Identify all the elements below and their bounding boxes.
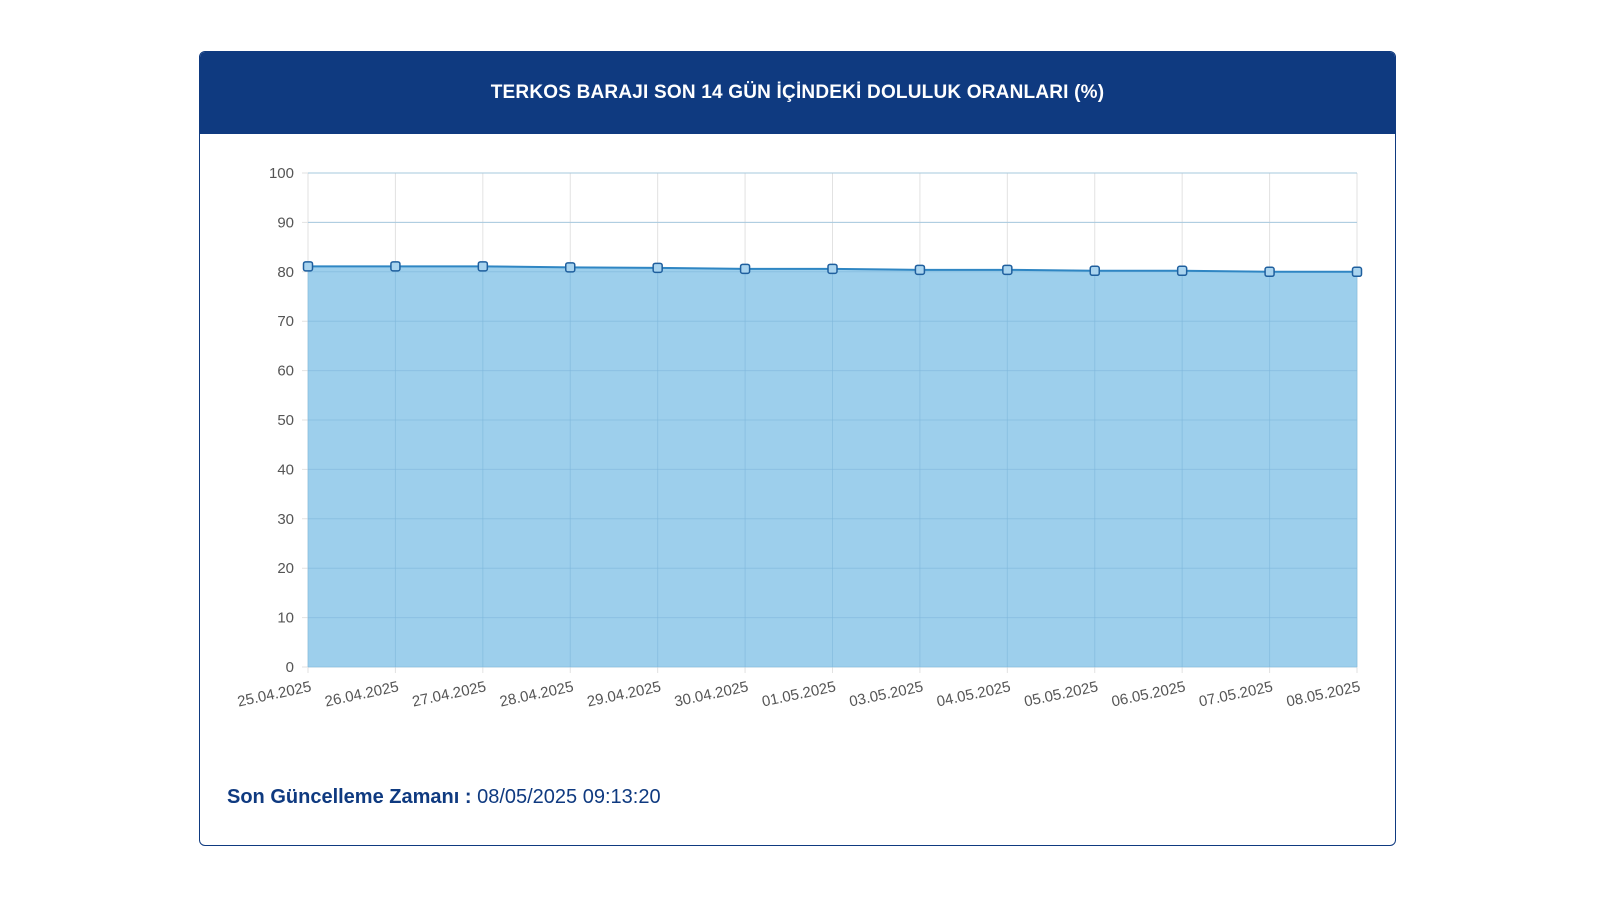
- y-tick-label: 70: [277, 313, 294, 330]
- y-tick-label: 60: [277, 363, 294, 380]
- data-point: [914, 264, 926, 276]
- y-tick-label: 50: [277, 412, 294, 429]
- x-tick-label: 03.05.2025: [848, 678, 925, 710]
- x-tick-label: 28.04.2025: [498, 678, 575, 710]
- y-tick-label: 90: [277, 214, 294, 231]
- x-tick-label: 27.04.2025: [411, 678, 488, 710]
- y-tick-label: 10: [277, 610, 294, 627]
- data-point: [1002, 264, 1013, 276]
- x-tick-label: 05.05.2025: [1023, 678, 1100, 710]
- x-tick-label: 30.04.2025: [673, 678, 750, 710]
- x-tick-label: 07.05.2025: [1197, 678, 1274, 710]
- last-update: Son Güncelleme Zamanı : 08/05/2025 09:13…: [227, 786, 661, 809]
- data-point: [1264, 266, 1275, 278]
- y-tick-label: 100: [269, 165, 294, 182]
- chart-title: TERKOS BARAJI SON 14 GÜN İÇİNDEKİ DOLULU…: [490, 82, 1105, 103]
- x-tick-label: 01.05.2025: [760, 678, 837, 710]
- data-point: [652, 262, 663, 274]
- y-tick-label: 80: [277, 264, 294, 281]
- data-point: [1176, 265, 1188, 277]
- data-point: [477, 261, 489, 272]
- y-tick-label: 0: [286, 659, 294, 676]
- data-point: [302, 261, 314, 272]
- data-point: [565, 262, 576, 273]
- data-point: [1089, 265, 1100, 277]
- y-tick-label: 40: [277, 461, 294, 478]
- data-point: [390, 261, 401, 272]
- x-tick-label: 25.04.2025: [236, 678, 313, 710]
- y-tick-label: 30: [277, 511, 294, 528]
- last-update-value: 08/05/2025 09:13:20: [477, 786, 661, 808]
- data-point: [1351, 266, 1363, 278]
- x-tick-label: 06.05.2025: [1110, 678, 1187, 710]
- x-tick-label: 08.05.2025: [1285, 678, 1362, 710]
- x-tick-label: 26.04.2025: [323, 678, 400, 710]
- x-tick-label: 04.05.2025: [935, 678, 1012, 710]
- card-header: TERKOS BARAJI SON 14 GÜN İÇİNDEKİ DOLULU…: [200, 52, 1395, 134]
- last-update-label: Son Güncelleme Zamanı :: [227, 786, 472, 808]
- y-tick-label: 20: [277, 560, 294, 577]
- data-point: [827, 263, 838, 275]
- x-tick-label: 29.04.2025: [586, 678, 663, 710]
- data-point: [739, 263, 751, 275]
